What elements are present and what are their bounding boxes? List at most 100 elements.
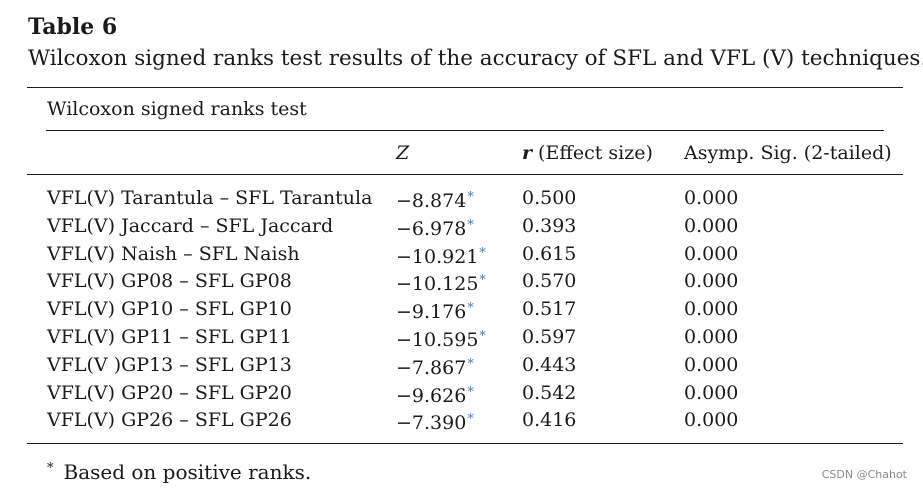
comparison-cell-text: VFL(V) GP26 – SFL GP26 — [47, 409, 292, 432]
table-row: VFL(V) GP10 – SFL GP10 −9.176* 0.517 0.000 — [0, 296, 923, 324]
significance-cell: 0.000 — [684, 241, 738, 267]
significance-marker: * — [479, 328, 486, 344]
group-header: Wilcoxon signed ranks test — [47, 98, 307, 120]
comparison-cell: VFL(V) Tarantula – SFL Tarantula — [47, 185, 372, 211]
significance-cell: 0.000 — [684, 296, 738, 322]
comparison-cell: VFL(V )GP13 – SFL GP13 — [47, 352, 292, 378]
effect-size-cell-text: 0.443 — [522, 353, 577, 376]
comparison-cell: VFL(V) Naish – SFL Naish — [47, 241, 300, 267]
significance-marker: * — [479, 273, 486, 289]
comparison-cell-text: VFL(V) Tarantula – SFL Tarantula — [47, 187, 373, 209]
top-rule — [27, 87, 903, 88]
effect-size-cell: 0.393 — [522, 213, 576, 239]
significance-marker: * — [467, 412, 474, 428]
z-value-cell: −10.125* — [396, 268, 486, 297]
comparison-cell-text: VFL(V) Naish – SFL Naish — [47, 242, 300, 265]
group-rule — [46, 130, 884, 131]
effect-size-cell: 0.416 — [522, 407, 576, 433]
table-row: VFL(V) GP20 – SFL GP20 −9.626* 0.542 0.000 — [0, 380, 923, 408]
effect-size-cell-text: 0.615 — [522, 242, 577, 265]
table-row: VFL(V) Tarantula – SFL Tarantula −8.874* 0… — [0, 185, 923, 213]
significance-cell-text: 0.000 — [684, 409, 739, 432]
table-row: VFL(V) GP11 – SFL GP11 −10.595* 0.597 0.000 — [0, 324, 923, 352]
z-value-cell-text: −8.874 — [396, 190, 467, 212]
effect-size-cell-text: 0.416 — [522, 409, 577, 432]
table-row: VFL(V )GP13 – SFL GP13 −7.867* 0.443 0.000 — [0, 352, 923, 380]
significance-marker: * — [467, 384, 474, 400]
comparison-cell-text: VFL(V) GP08 – SFL GP08 — [47, 270, 292, 293]
z-value-cell: −10.595* — [396, 324, 486, 353]
significance-marker: * — [479, 245, 486, 261]
comparison-cell-text: VFL(V) GP20 – SFL GP20 — [47, 381, 292, 404]
effect-size-cell: 0.443 — [522, 352, 576, 378]
footnote-marker: * — [47, 461, 54, 476]
comparison-cell: VFL(V) GP26 – SFL GP26 — [47, 407, 292, 433]
z-value-cell-text: −10.921 — [396, 245, 479, 268]
effect-size-cell-text: 0.393 — [522, 214, 577, 237]
significance-cell-text: 0.000 — [684, 325, 739, 348]
significance-cell: 0.000 — [684, 407, 738, 433]
z-value-cell: −6.978* — [396, 213, 474, 242]
significance-marker: * — [467, 301, 474, 317]
header-rule — [27, 174, 903, 175]
table-label: Table 6 — [28, 14, 118, 40]
significance-cell-text: 0.000 — [684, 381, 739, 404]
comparison-cell: VFL(V) Jaccard – SFL Jaccard — [47, 213, 333, 239]
column-header-significance: Asymp. Sig. (2-tailed) — [684, 142, 892, 164]
effect-size-cell: 0.597 — [522, 324, 576, 350]
comparison-cell-text: VFL(V) GP10 – SFL GP10 — [47, 298, 292, 321]
effect-size-cell: 0.500 — [522, 185, 576, 211]
effect-size-cell-text: 0.597 — [522, 325, 577, 348]
z-value-cell-text: −7.390 — [396, 412, 467, 435]
z-value-cell-text: −9.176 — [396, 301, 467, 324]
comparison-cell-text: VFL(V) Jaccard – SFL Jaccard — [47, 214, 334, 237]
z-value-cell-text: −10.595 — [396, 328, 479, 351]
z-value-cell-text: −6.978 — [396, 217, 467, 240]
effect-size-cell-text: 0.570 — [522, 270, 577, 293]
effect-size-cell: 0.517 — [522, 296, 576, 322]
comparison-cell: VFL(V) GP08 – SFL GP08 — [47, 268, 292, 294]
significance-cell: 0.000 — [684, 380, 738, 406]
comparison-cell: VFL(V) GP11 – SFL GP11 — [47, 324, 292, 350]
significance-marker: * — [467, 190, 474, 205]
table-row: VFL(V) Naish – SFL Naish −10.921* 0.615 0.0… — [0, 241, 923, 269]
effect-size-cell: 0.570 — [522, 268, 576, 294]
comparison-cell: VFL(V) GP20 – SFL GP20 — [47, 380, 292, 406]
significance-marker: * — [467, 217, 474, 233]
significance-cell-text: 0.000 — [684, 214, 739, 237]
effect-size-label: (Effect size) — [532, 142, 653, 164]
significance-cell-text: 0.000 — [684, 270, 739, 293]
footnote-text: Based on positive ranks. — [63, 460, 312, 484]
comparison-cell-text: VFL(V) GP11 – SFL GP11 — [47, 325, 292, 348]
significance-cell: 0.000 — [684, 185, 738, 211]
effect-size-cell: 0.542 — [522, 380, 576, 406]
significance-cell: 0.000 — [684, 213, 738, 239]
significance-cell: 0.000 — [684, 324, 738, 350]
significance-cell-text: 0.000 — [684, 353, 739, 376]
z-value-cell-text: −7.867 — [396, 356, 467, 379]
z-value-cell: −7.390* — [396, 407, 474, 436]
significance-cell-text: 0.000 — [684, 242, 739, 265]
significance-cell: 0.000 — [684, 268, 738, 294]
bottom-rule — [27, 443, 903, 444]
z-value-cell-text: −9.626 — [396, 384, 467, 407]
z-value-cell: −8.874* — [396, 185, 474, 214]
table-body: VFL(V) Tarantula – SFL Tarantula −8.874* 0… — [0, 185, 923, 435]
table-caption: Wilcoxon signed ranks test results of th… — [28, 46, 923, 71]
effect-size-cell-text: 0.542 — [522, 381, 577, 404]
table-row: VFL(V) Jaccard – SFL Jaccard −6.978* 0.393… — [0, 213, 923, 241]
significance-cell: 0.000 — [684, 352, 738, 378]
column-header-effect-size: r (Effect size) — [522, 140, 653, 166]
effect-size-cell-text: 0.517 — [522, 298, 577, 321]
significance-marker: * — [467, 356, 474, 372]
table-row: VFL(V) GP08 – SFL GP08 −10.125* 0.570 0.000 — [0, 268, 923, 296]
significance-cell-text: 0.000 — [684, 187, 739, 209]
comparison-cell-text: VFL(V )GP13 – SFL GP13 — [47, 353, 292, 376]
table-footnote: * Based on positive ranks. — [47, 455, 311, 486]
z-value-cell: −7.867* — [396, 352, 474, 381]
z-value-cell: −10.921* — [396, 241, 486, 270]
z-value-cell: −9.176* — [396, 296, 474, 325]
significance-cell-text: 0.000 — [684, 298, 739, 321]
effect-size-cell: 0.615 — [522, 241, 576, 267]
comparison-cell: VFL(V) GP10 – SFL GP10 — [47, 296, 292, 322]
